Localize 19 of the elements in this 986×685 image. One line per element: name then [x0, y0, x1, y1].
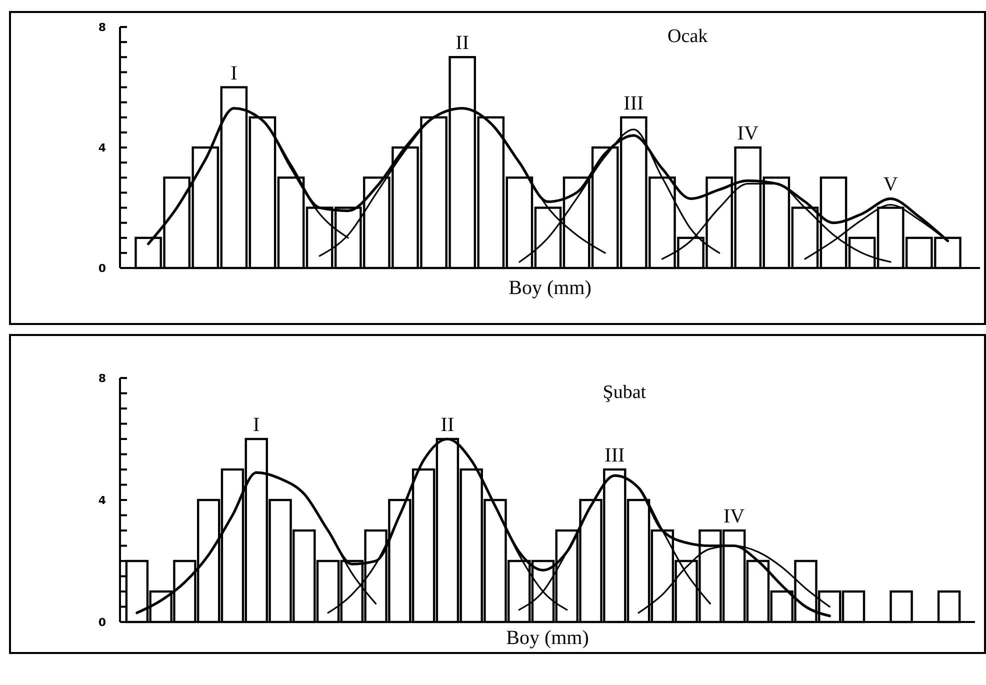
y-tick-label: 8 — [98, 372, 106, 385]
series-label: V — [883, 174, 898, 196]
series-label: II — [440, 414, 454, 436]
y-tick-label: 0 — [98, 262, 106, 275]
series-label: III — [624, 92, 644, 114]
series-label: III — [604, 444, 625, 466]
series-label: I — [253, 414, 260, 436]
text: II — [456, 32, 470, 54]
series-label: IV — [724, 506, 746, 528]
series-label: I — [230, 62, 238, 84]
y-tick-label: 4 — [98, 494, 106, 507]
y-tick-label: 0 — [98, 616, 106, 629]
x-axis-title: Boy (mm) — [508, 277, 592, 299]
series-label: IV — [737, 122, 759, 144]
y-tick-label: 8 — [98, 20, 106, 34]
chart-title: Ocak — [668, 26, 708, 47]
y-tick-label: 4 — [98, 141, 106, 154]
chart-title: Şubat — [602, 382, 647, 403]
x-axis-title: Boy (mm) — [506, 627, 589, 649]
